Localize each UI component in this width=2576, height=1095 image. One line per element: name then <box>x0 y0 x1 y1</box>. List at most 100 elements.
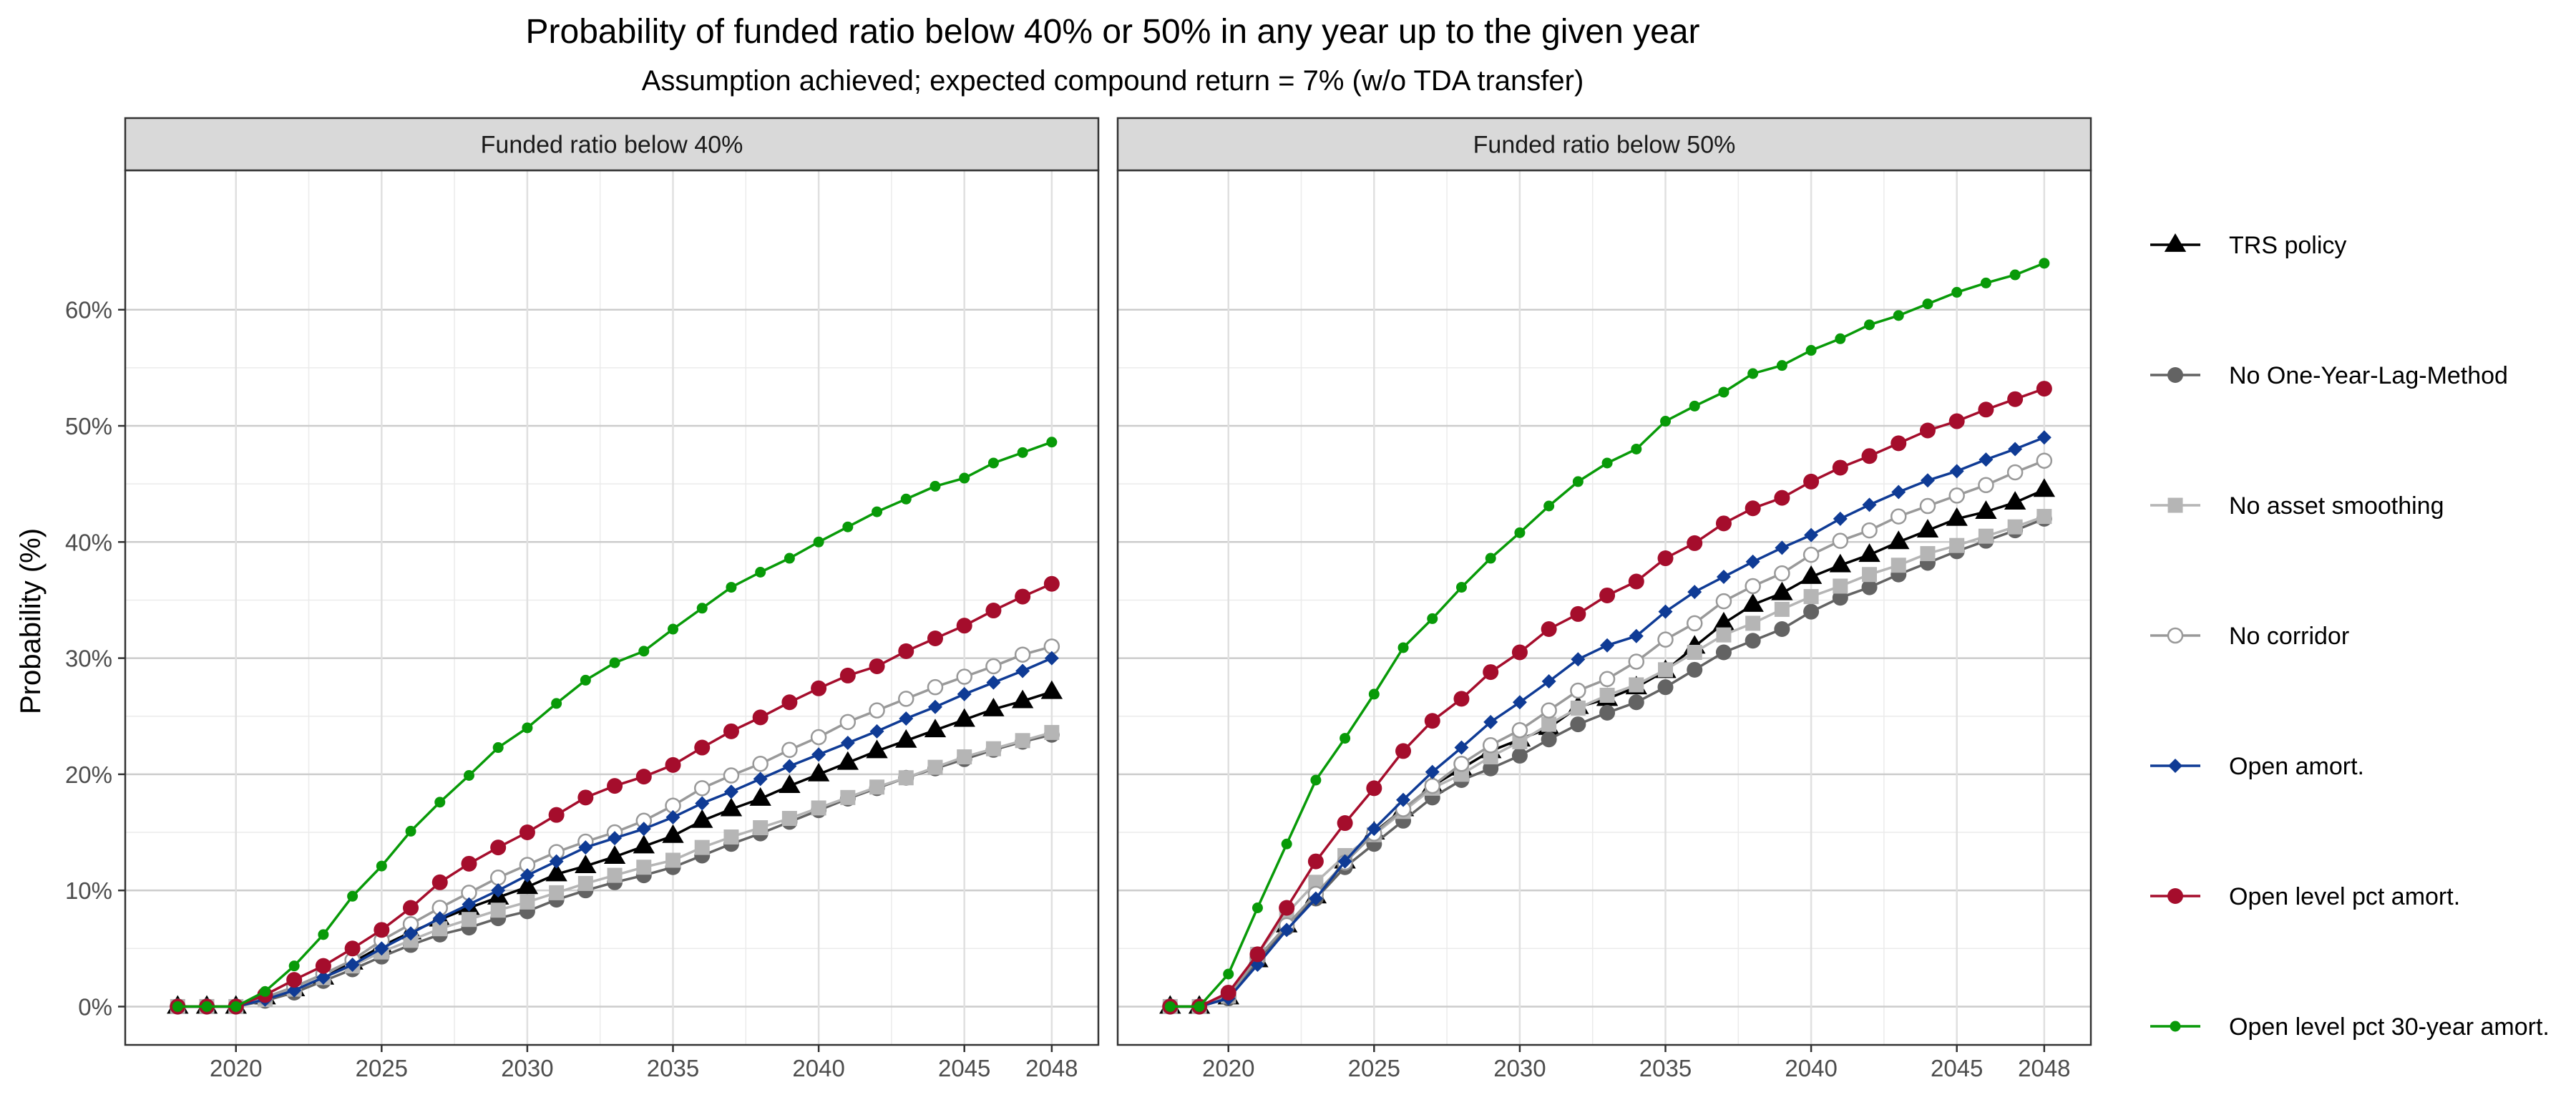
data-point <box>1454 740 1469 755</box>
data-point <box>638 646 650 657</box>
x-tick-label: 2025 <box>1348 1055 1400 1081</box>
data-point <box>1715 515 1732 532</box>
data-point <box>1366 780 1382 797</box>
data-point <box>1424 777 1441 794</box>
data-point <box>1975 500 1997 520</box>
data-point <box>2039 258 2050 269</box>
data-point <box>1572 476 1584 487</box>
data-point <box>1164 1001 1176 1012</box>
data-point <box>665 756 681 773</box>
data-point <box>2036 509 2052 525</box>
data-point <box>1600 638 1615 653</box>
data-point <box>607 778 623 794</box>
data-point <box>927 699 942 714</box>
data-point <box>781 741 798 759</box>
data-point <box>1832 532 1849 549</box>
chart-title: Probability of funded ratio below 40% or… <box>526 13 1700 51</box>
x-tick-label: 2048 <box>1025 1055 1078 1081</box>
x-tick-label: 2030 <box>501 1055 553 1081</box>
data-point <box>1307 853 1324 870</box>
legend-key-marker <box>2164 233 2187 252</box>
data-point <box>784 553 795 564</box>
x-tick-label: 2048 <box>2018 1055 2070 1081</box>
data-point <box>1543 500 1555 512</box>
data-point <box>522 722 533 734</box>
plot-background <box>125 170 1098 1045</box>
data-point <box>288 960 300 972</box>
data-point <box>519 824 535 841</box>
data-point <box>755 567 766 578</box>
data-point <box>1920 546 1936 562</box>
data-point <box>2006 464 2024 481</box>
data-point <box>1367 822 1382 837</box>
data-point <box>431 874 448 890</box>
data-point <box>1482 737 1499 754</box>
data-point <box>1453 691 1470 707</box>
data-point <box>1687 644 1702 660</box>
legend-item: No One-Year-Lag-Method <box>2150 362 2508 389</box>
data-point <box>957 686 972 701</box>
data-point <box>1949 464 1964 479</box>
data-point <box>957 749 972 765</box>
data-point <box>1044 651 1059 666</box>
data-point <box>836 751 859 770</box>
data-point <box>1687 661 1703 678</box>
data-point <box>1660 416 1672 427</box>
data-point <box>1629 628 1644 643</box>
data-point <box>723 829 739 845</box>
data-point <box>668 623 679 635</box>
data-point <box>1628 653 1645 670</box>
data-point <box>1980 277 1991 288</box>
legend-item: TRS policy <box>2150 232 2346 259</box>
data-point <box>1978 402 1994 418</box>
data-point <box>986 675 1001 690</box>
data-point <box>1862 497 1877 512</box>
data-point <box>1833 578 1848 594</box>
data-point <box>956 668 972 685</box>
data-point <box>1864 319 1875 331</box>
data-point <box>607 867 623 883</box>
data-point <box>1689 400 1700 412</box>
data-point <box>286 972 303 988</box>
data-point <box>927 759 943 775</box>
data-point <box>752 756 769 772</box>
data-point <box>781 811 797 827</box>
data-point <box>1948 413 1965 429</box>
data-point <box>404 926 419 941</box>
data-point <box>985 658 1002 675</box>
data-point <box>1485 553 1496 564</box>
x-tick-label: 2030 <box>1493 1055 1546 1081</box>
data-point <box>201 1001 213 1012</box>
data-point <box>1946 507 1968 526</box>
data-point <box>781 694 798 711</box>
legend-key-marker <box>2170 1021 2181 1032</box>
x-tick-label: 2045 <box>1931 1055 1983 1081</box>
data-point <box>635 769 652 785</box>
data-point <box>545 862 567 882</box>
data-point <box>1657 679 1674 696</box>
data-point <box>519 894 535 910</box>
x-tick-label: 2020 <box>210 1055 262 1081</box>
data-point <box>869 702 885 719</box>
data-point <box>608 831 623 846</box>
data-point <box>959 472 970 484</box>
data-point <box>490 840 507 856</box>
data-point <box>374 941 389 956</box>
data-point <box>1771 581 1793 600</box>
data-point <box>1631 443 1642 454</box>
data-point <box>694 840 710 855</box>
data-point <box>1014 646 1031 663</box>
data-point <box>1541 731 1557 748</box>
data-point <box>782 759 797 774</box>
data-point <box>1861 522 1878 539</box>
plot-background <box>1118 170 2091 1045</box>
data-point <box>1803 473 1820 490</box>
data-point <box>1893 310 1904 321</box>
data-point <box>1862 567 1878 583</box>
data-point <box>1888 530 1910 550</box>
data-point <box>723 784 738 799</box>
data-point <box>840 789 856 805</box>
x-tick-label: 2035 <box>647 1055 699 1081</box>
data-point <box>1599 671 1616 688</box>
data-point <box>807 762 830 782</box>
